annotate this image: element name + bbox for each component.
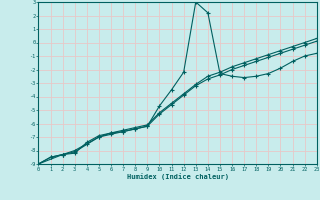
X-axis label: Humidex (Indice chaleur): Humidex (Indice chaleur) [127, 173, 228, 180]
